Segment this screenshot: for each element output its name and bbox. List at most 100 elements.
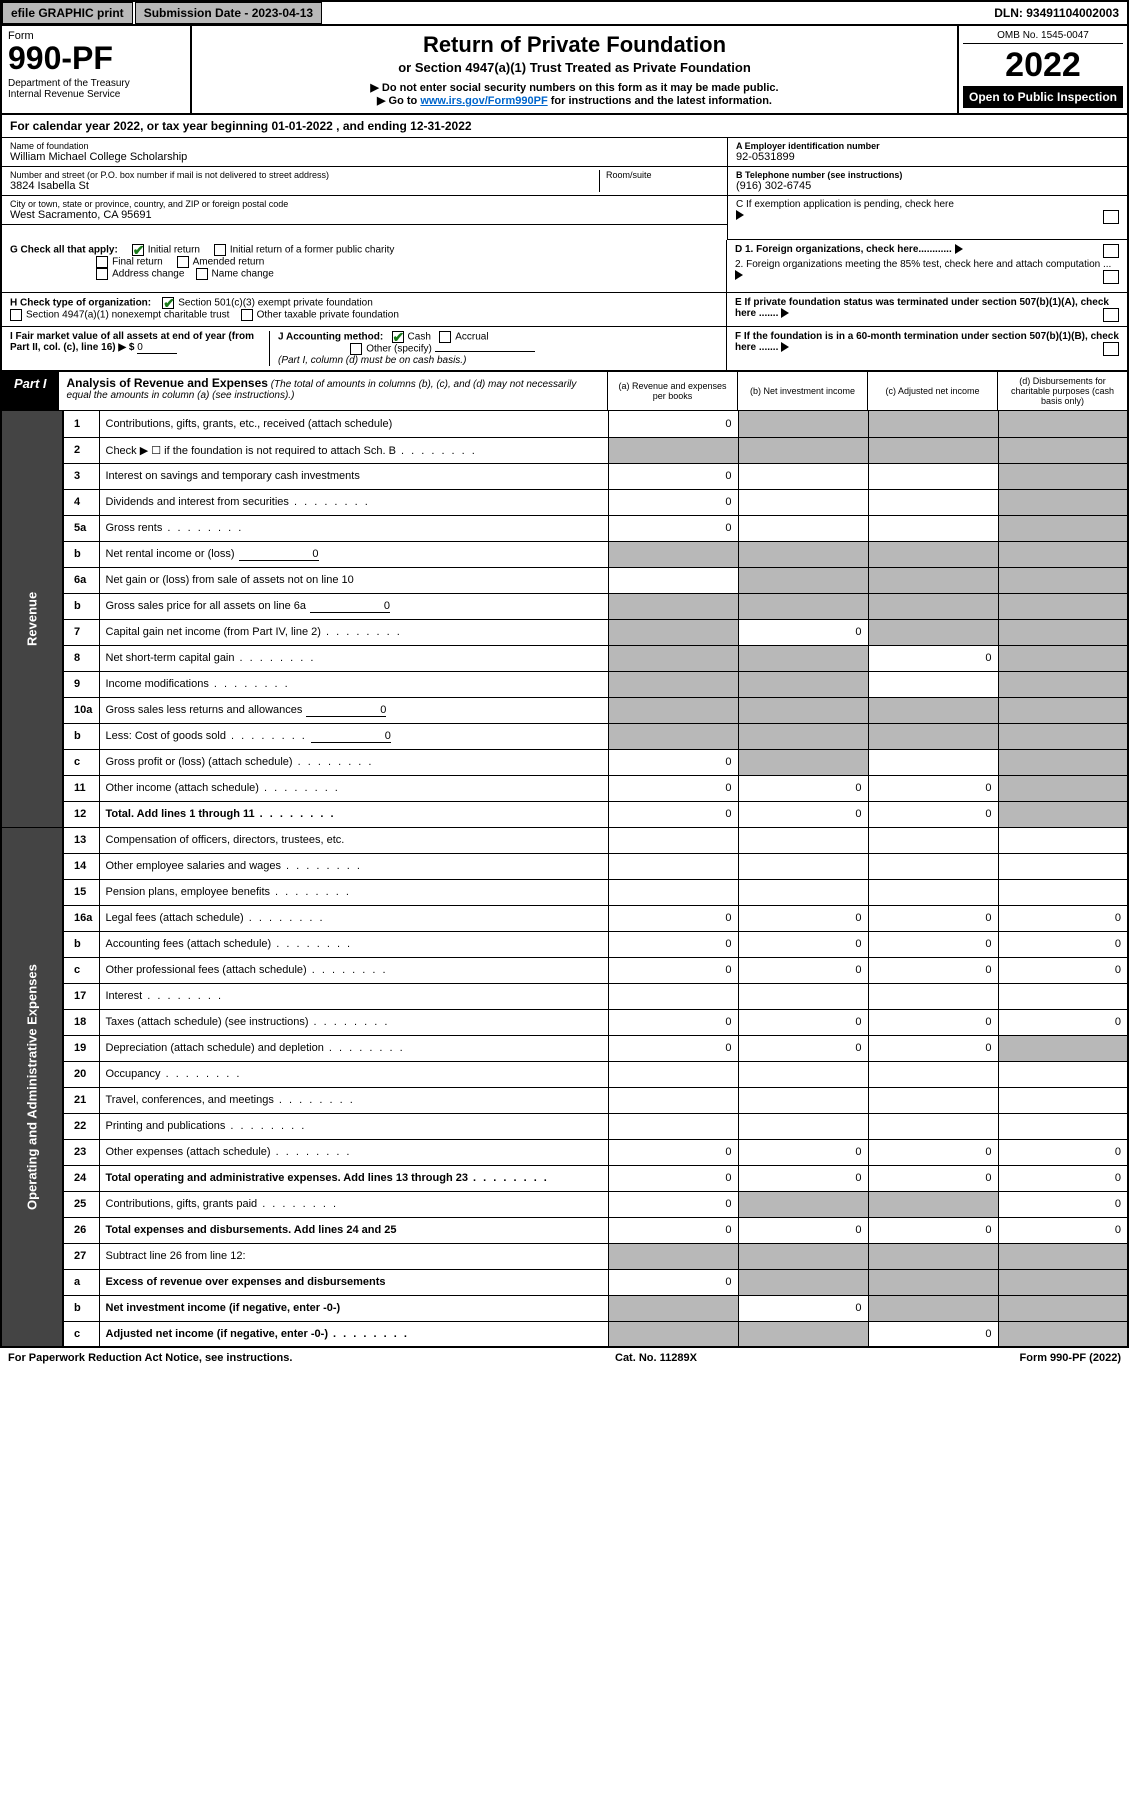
line-desc: Accounting fees (attach schedule) — [99, 931, 608, 957]
line-desc: Total expenses and disbursements. Add li… — [99, 1217, 608, 1243]
table-row: bNet rental income or (loss)0 — [1, 541, 1128, 567]
line-desc: Printing and publications — [99, 1113, 608, 1139]
line-number: 13 — [63, 827, 99, 853]
name-label: Name of foundation — [10, 141, 719, 151]
form-note1: ▶ Do not enter social security numbers o… — [202, 81, 947, 94]
efile-btn[interactable]: efile GRAPHIC print — [2, 2, 133, 24]
final-return-checkbox[interactable] — [96, 256, 108, 268]
table-cell — [998, 801, 1128, 827]
line-desc: Travel, conferences, and meetings — [99, 1087, 608, 1113]
line-desc: Excess of revenue over expenses and disb… — [99, 1269, 608, 1295]
line-number: 7 — [63, 619, 99, 645]
table-cell — [738, 1113, 868, 1139]
table-cell — [998, 463, 1128, 489]
amended-return-checkbox[interactable] — [177, 256, 189, 268]
ein: 92-0531899 — [736, 151, 1119, 163]
table-cell — [608, 853, 738, 879]
line-desc: Gross rents — [99, 515, 608, 541]
line-desc: Total. Add lines 1 through 11 — [99, 801, 608, 827]
table-row: 10aGross sales less returns and allowanc… — [1, 697, 1128, 723]
table-row: Revenue1Contributions, gifts, grants, et… — [1, 411, 1128, 437]
line-desc: Compensation of officers, directors, tru… — [99, 827, 608, 853]
table-cell — [868, 983, 998, 1009]
table-cell — [608, 723, 738, 749]
table-row: Operating and Administrative Expenses13C… — [1, 827, 1128, 853]
table-cell: 0 — [868, 957, 998, 983]
city-label: City or town, state or province, country… — [10, 199, 719, 209]
j-cash-checkbox[interactable] — [392, 331, 404, 343]
d1-checkbox[interactable] — [1103, 244, 1119, 258]
city-state-zip: West Sacramento, CA 95691 — [10, 209, 719, 221]
open-public: Open to Public Inspection — [963, 86, 1123, 108]
table-cell — [868, 723, 998, 749]
table-cell — [998, 411, 1128, 437]
f-checkbox[interactable] — [1103, 342, 1119, 356]
line-desc: Other professional fees (attach schedule… — [99, 957, 608, 983]
table-row: 9Income modifications — [1, 671, 1128, 697]
table-cell — [868, 1087, 998, 1113]
g-h-rows: G Check all that apply: Initial return I… — [0, 240, 1129, 293]
table-cell — [608, 827, 738, 853]
ij-row: I Fair market value of all assets at end… — [0, 327, 1129, 372]
initial-former-checkbox[interactable] — [214, 244, 226, 256]
table-cell — [868, 463, 998, 489]
table-cell — [868, 515, 998, 541]
address-change-checkbox[interactable] — [96, 268, 108, 280]
street-address: 3824 Isabella St — [10, 180, 599, 192]
line-desc: Net rental income or (loss)0 — [99, 541, 608, 567]
e-checkbox[interactable] — [1103, 308, 1119, 322]
h-label: H Check type of organization: — [10, 298, 151, 309]
table-cell — [868, 1113, 998, 1139]
table-cell — [868, 1061, 998, 1087]
table-cell — [998, 1061, 1128, 1087]
c-checkbox[interactable] — [1103, 210, 1119, 224]
table-cell — [998, 1269, 1128, 1295]
table-cell: 0 — [608, 749, 738, 775]
j-accrual-checkbox[interactable] — [439, 331, 451, 343]
j-other-checkbox[interactable] — [350, 343, 362, 355]
table-cell: 0 — [608, 1191, 738, 1217]
part1-table: Revenue1Contributions, gifts, grants, et… — [0, 411, 1129, 1348]
table-cell — [738, 463, 868, 489]
table-row: bLess: Cost of goods sold0 — [1, 723, 1128, 749]
table-cell — [998, 645, 1128, 671]
table-row: 25Contributions, gifts, grants paid00 — [1, 1191, 1128, 1217]
table-cell — [738, 541, 868, 567]
table-cell — [868, 827, 998, 853]
h-other-checkbox[interactable] — [241, 309, 253, 321]
h-4947-checkbox[interactable] — [10, 309, 22, 321]
d2-checkbox[interactable] — [1103, 270, 1119, 284]
j-cash: Cash — [408, 332, 431, 343]
irs-link[interactable]: www.irs.gov/Form990PF — [420, 95, 547, 107]
table-cell — [608, 645, 738, 671]
form-number: 990-PF — [8, 42, 184, 74]
table-cell — [608, 697, 738, 723]
table-row: 19Depreciation (attach schedule) and dep… — [1, 1035, 1128, 1061]
top-bar: efile GRAPHIC print Submission Date - 20… — [0, 0, 1129, 26]
table-row: 11Other income (attach schedule)000 — [1, 775, 1128, 801]
table-cell — [998, 1243, 1128, 1269]
name-change-checkbox[interactable] — [196, 268, 208, 280]
line-desc: Net short-term capital gain — [99, 645, 608, 671]
table-cell — [998, 1295, 1128, 1321]
line-number: 9 — [63, 671, 99, 697]
col-c: (c) Adjusted net income — [867, 372, 997, 410]
initial-return-checkbox[interactable] — [132, 244, 144, 256]
table-cell — [738, 697, 868, 723]
line-desc: Total operating and administrative expen… — [99, 1165, 608, 1191]
table-cell: 0 — [868, 801, 998, 827]
dept-label: Department of the Treasury Internal Reve… — [8, 78, 184, 100]
table-cell — [868, 619, 998, 645]
line-number: 5a — [63, 515, 99, 541]
table-cell: 0 — [608, 515, 738, 541]
table-cell — [608, 1061, 738, 1087]
table-cell — [608, 1243, 738, 1269]
line-number: 15 — [63, 879, 99, 905]
line-number: 6a — [63, 567, 99, 593]
table-row: 22Printing and publications — [1, 1113, 1128, 1139]
table-row: cGross profit or (loss) (attach schedule… — [1, 749, 1128, 775]
g-opt-3: Amended return — [193, 257, 265, 268]
h-501c3-checkbox[interactable] — [162, 297, 174, 309]
line-number: 10a — [63, 697, 99, 723]
line-number: 8 — [63, 645, 99, 671]
